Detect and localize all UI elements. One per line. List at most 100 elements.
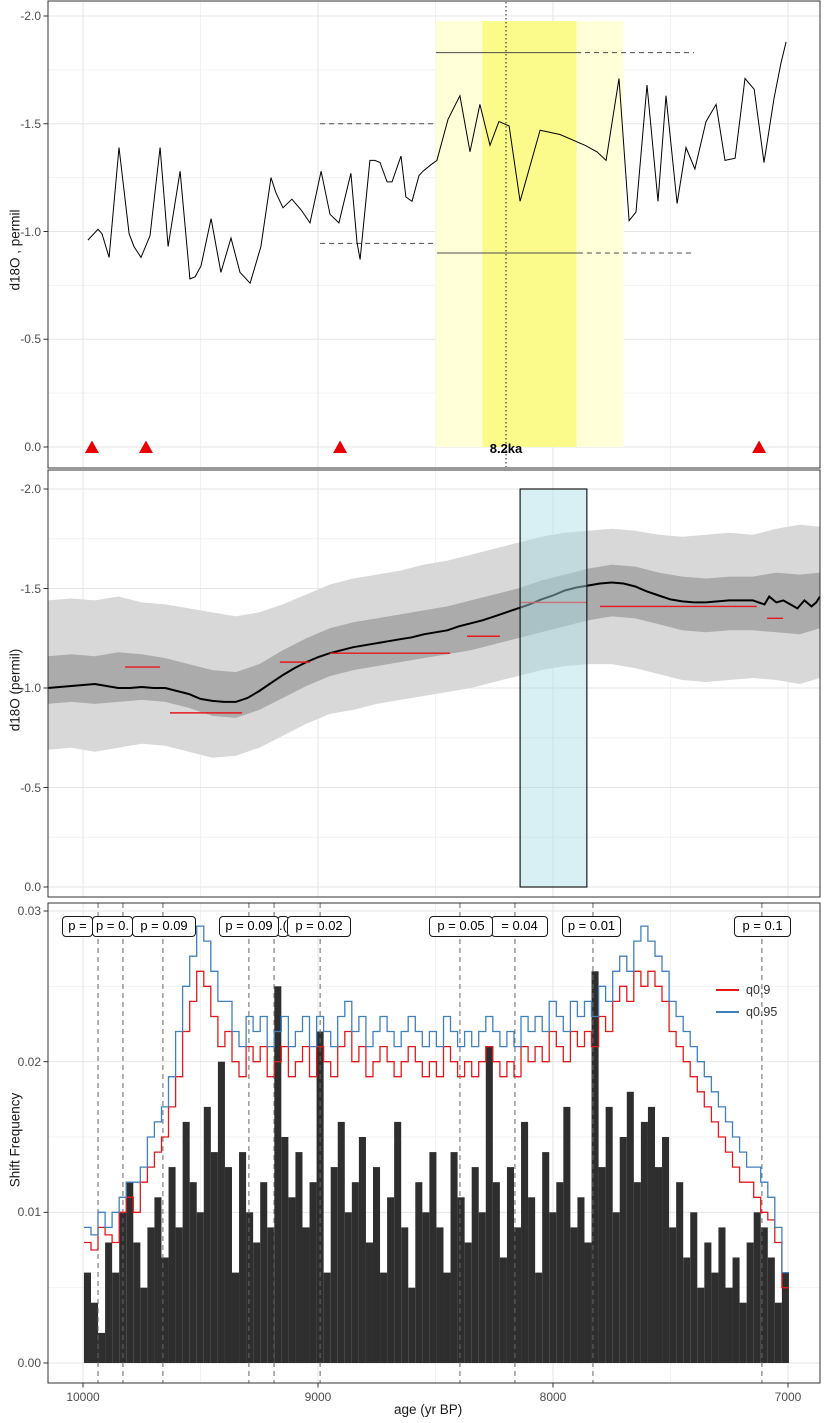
uncertainty-band-inner	[48, 564, 820, 718]
histogram-bar	[450, 1152, 458, 1363]
histogram-bar	[542, 1152, 550, 1363]
histogram-bar	[394, 1121, 402, 1363]
histogram-bar	[309, 1182, 317, 1363]
tie-point-triangle-marker	[138, 440, 153, 453]
tie-point-triangle-marker	[84, 440, 99, 453]
histogram-bar	[591, 971, 599, 1363]
histogram-bar	[626, 1091, 634, 1363]
histogram-bar	[478, 1212, 486, 1363]
histogram-bar	[267, 1227, 275, 1363]
histogram-bar	[401, 1227, 409, 1363]
histogram-bar	[464, 1242, 472, 1363]
histogram-bar	[415, 1182, 423, 1363]
histogram-bar	[337, 1121, 345, 1363]
histogram-bar	[662, 1137, 670, 1363]
histogram-bar	[506, 1167, 514, 1363]
histogram-bar	[90, 1302, 99, 1363]
tie-point-triangle-marker	[752, 440, 767, 453]
histogram-bar	[535, 1272, 543, 1363]
histogram-bar	[753, 1212, 761, 1363]
histogram-bar	[690, 1212, 698, 1363]
histogram-bar	[471, 1167, 479, 1363]
histogram-bar	[231, 1272, 240, 1363]
panel3-shift-frequency	[83, 903, 789, 1383]
d18O-series-line	[87, 41, 787, 285]
panel1-grid	[48, 1, 820, 468]
histogram-bar	[422, 1212, 430, 1363]
histogram-bar	[605, 1106, 613, 1363]
histogram-bar	[676, 1182, 684, 1363]
histogram-bar	[584, 1242, 592, 1363]
histogram-bar	[112, 1272, 120, 1363]
histogram-bar	[372, 1167, 381, 1363]
histogram-bar	[732, 1257, 740, 1363]
histogram-bar	[669, 1227, 677, 1363]
histogram-bar	[485, 1046, 493, 1363]
histogram-bar	[147, 1227, 155, 1363]
histogram-bar	[83, 1272, 91, 1363]
histogram-bar	[612, 1212, 620, 1363]
histogram-bar	[224, 1167, 232, 1363]
histogram-bar	[154, 1197, 162, 1363]
histogram-bar	[739, 1302, 747, 1363]
histogram-bar	[330, 1167, 338, 1363]
histogram-bar	[133, 1242, 141, 1363]
histogram-bar	[781, 1272, 789, 1363]
histogram-bar	[98, 1332, 106, 1363]
tie-point-triangle-marker	[333, 440, 348, 453]
histogram-bar	[746, 1242, 754, 1363]
highlight-box-8-2ka	[519, 488, 588, 888]
histogram-bar	[161, 1257, 169, 1363]
panel2-ribbon-plot	[47, 488, 821, 888]
histogram-bar	[767, 1257, 775, 1363]
histogram-bar	[175, 1227, 183, 1363]
histogram-bar	[260, 1182, 268, 1363]
histogram-bar	[365, 1242, 373, 1363]
histogram-bar	[288, 1197, 296, 1363]
histogram-bar	[619, 1137, 627, 1363]
histogram-bar	[380, 1272, 388, 1363]
histogram-bar	[760, 1227, 768, 1363]
histogram-bar	[246, 1212, 254, 1363]
histogram-bar	[654, 1167, 663, 1363]
histogram-bar	[774, 1302, 782, 1363]
histogram-bar	[443, 1272, 451, 1363]
histogram-bar	[274, 986, 282, 1363]
ensemble-median-line	[47, 581, 821, 703]
histogram-bar	[725, 1287, 733, 1363]
histogram-bar	[521, 1121, 529, 1363]
q0-95-step-line	[83, 925, 789, 1274]
histogram-bar	[387, 1197, 395, 1363]
histogram-bar	[640, 1121, 648, 1363]
histogram-bar	[105, 1242, 113, 1363]
histogram-bar	[577, 1197, 585, 1363]
panel1-d18O-series	[84, 2, 787, 467]
histogram-bar	[203, 1106, 211, 1363]
histogram-bar	[697, 1287, 705, 1363]
histogram-bar	[196, 1212, 204, 1363]
histogram-bar	[718, 1227, 726, 1363]
histogram-bar	[457, 1197, 465, 1363]
histogram-bar	[253, 1242, 261, 1363]
histogram-bar	[633, 1182, 641, 1363]
histogram-bar	[429, 1152, 437, 1363]
histogram-bar	[302, 1227, 310, 1363]
histogram-bar	[168, 1167, 176, 1363]
panel-borders-and-ticks	[43, 0, 821, 1388]
histogram-bar	[119, 1212, 127, 1363]
histogram-bar	[217, 1061, 225, 1363]
histogram-bar	[210, 1152, 218, 1363]
histogram-bar	[239, 1152, 247, 1363]
histogram-bar	[711, 1272, 719, 1363]
histogram-bar	[556, 1182, 564, 1363]
histogram-bar	[436, 1227, 444, 1363]
histogram-bar	[358, 1137, 366, 1363]
histogram-bar	[126, 1182, 134, 1363]
histogram-bar	[140, 1287, 148, 1363]
histogram-bar	[563, 1106, 571, 1363]
histogram-bar	[281, 1137, 289, 1363]
event-window-inner	[482, 21, 577, 447]
histogram-bar	[549, 1212, 557, 1363]
